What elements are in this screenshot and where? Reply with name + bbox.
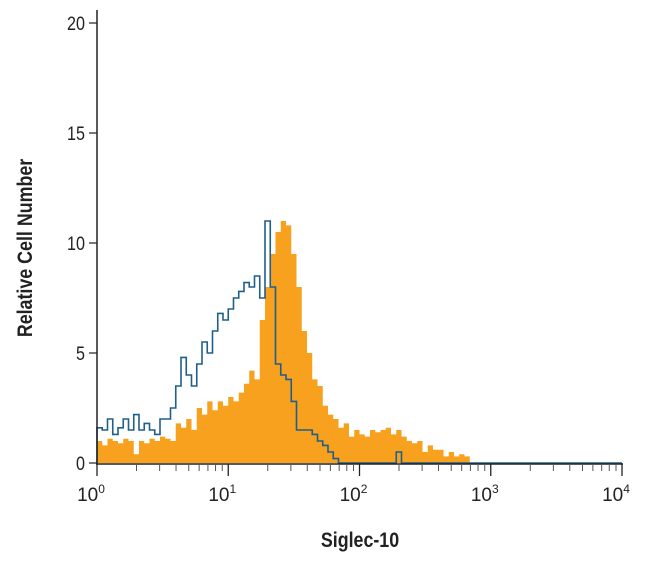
y-tick-label: 10 — [67, 233, 85, 255]
y-tick-label: 0 — [76, 453, 85, 475]
x-tick-label: 103 — [471, 482, 499, 506]
x-axis-title: Siglec-10 — [321, 529, 399, 553]
y-tick-label: 15 — [67, 123, 85, 145]
x-tick-exponent: 2 — [361, 482, 368, 496]
x-tick-base: 10 — [208, 485, 229, 506]
series-0-fill — [97, 221, 622, 463]
y-ticks: 0 5 10 15 20 — [67, 13, 97, 475]
x-tick-exponent: 0 — [98, 482, 105, 496]
x-tick-base: 10 — [602, 485, 623, 506]
x-tick-label: 100 — [77, 482, 105, 506]
y-tick-label: 5 — [76, 343, 85, 365]
x-tick-exponent: 1 — [229, 482, 236, 496]
x-tick-base: 10 — [77, 485, 98, 506]
series-1-outline — [96, 220, 622, 464]
y-tick-label: 20 — [67, 13, 85, 35]
x-tick-base: 10 — [471, 485, 492, 506]
x-ticks: 100 101 102 103 104 — [77, 464, 630, 506]
x-tick-base: 10 — [340, 485, 361, 506]
histogram-series — [96, 220, 622, 464]
x-tick-exponent: 3 — [492, 482, 499, 496]
y-axis-title: Relative Cell Number — [14, 158, 38, 337]
x-tick-label: 102 — [340, 482, 368, 506]
x-tick-label: 101 — [208, 482, 236, 506]
x-tick-exponent: 4 — [623, 482, 630, 496]
x-tick-label: 104 — [602, 482, 630, 506]
